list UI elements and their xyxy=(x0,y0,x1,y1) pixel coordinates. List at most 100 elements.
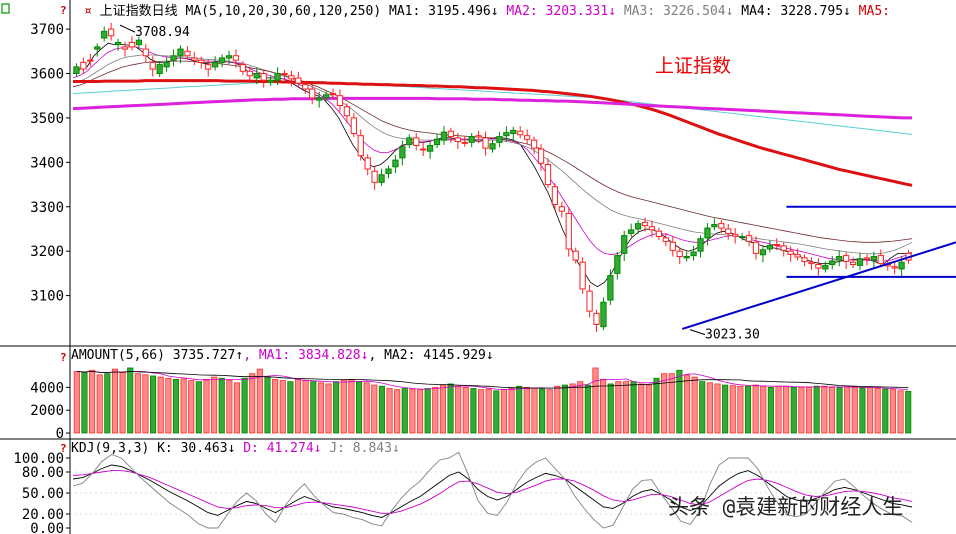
candle[interactable] xyxy=(530,139,538,149)
candle[interactable] xyxy=(898,261,905,270)
candle[interactable] xyxy=(267,79,274,83)
volume-bar[interactable] xyxy=(119,372,126,434)
volume-bar[interactable] xyxy=(653,377,660,434)
volume-bar[interactable] xyxy=(81,372,88,434)
candle[interactable] xyxy=(281,73,288,76)
volume-bar[interactable] xyxy=(256,368,263,434)
volume-bar[interactable] xyxy=(218,377,225,434)
candle[interactable] xyxy=(551,186,559,206)
volume-bar[interactable] xyxy=(500,389,508,434)
volume-bar[interactable] xyxy=(302,380,309,434)
candle[interactable] xyxy=(752,241,760,254)
volume-bar[interactable] xyxy=(104,373,111,434)
candle[interactable] xyxy=(392,159,399,168)
volume-bar[interactable] xyxy=(172,378,180,434)
volume-bar[interactable] xyxy=(195,381,202,434)
volume-bar[interactable] xyxy=(416,389,424,434)
volume-bar[interactable] xyxy=(371,384,378,434)
volume-bar[interactable] xyxy=(844,386,851,434)
volume-bar[interactable] xyxy=(455,385,462,434)
volume-bar[interactable] xyxy=(630,381,637,434)
candle[interactable] xyxy=(101,30,108,39)
volume-bar[interactable] xyxy=(477,389,485,434)
volume-bar[interactable] xyxy=(638,383,645,434)
volume-bar[interactable] xyxy=(607,383,614,434)
candle[interactable] xyxy=(447,130,455,138)
candle[interactable] xyxy=(406,137,413,146)
candle[interactable] xyxy=(260,73,267,81)
volume-bar[interactable] xyxy=(775,385,782,434)
volume-bar[interactable] xyxy=(310,381,317,434)
candle[interactable] xyxy=(433,138,441,146)
candle[interactable] xyxy=(600,301,607,328)
candle[interactable] xyxy=(662,237,669,242)
candle[interactable] xyxy=(676,250,683,258)
volume-bar[interactable] xyxy=(180,378,187,434)
volume-bar[interactable] xyxy=(668,373,675,434)
volume-bar[interactable] xyxy=(493,390,500,434)
volume-bar[interactable] xyxy=(355,381,363,434)
volume-bar[interactable] xyxy=(348,378,355,434)
volume-bar[interactable] xyxy=(188,380,195,434)
volume-panel[interactable]: 4000 2000 0 AMOUNT(5,66) 3735.727↑, MA1: 38… xyxy=(0,348,956,442)
volume-bar[interactable] xyxy=(485,388,492,434)
candle[interactable] xyxy=(732,233,739,237)
candle[interactable] xyxy=(149,61,156,70)
volume-bar[interactable] xyxy=(561,384,569,434)
candle[interactable] xyxy=(773,244,780,247)
volume-bar[interactable] xyxy=(264,376,271,434)
volume-bar[interactable] xyxy=(424,388,431,434)
candle[interactable] xyxy=(468,136,475,143)
volume-bar[interactable] xyxy=(600,378,607,434)
volume-bar[interactable] xyxy=(394,389,401,434)
volume-bar[interactable] xyxy=(165,377,172,434)
candle[interactable] xyxy=(510,129,517,134)
volume-bar[interactable] xyxy=(241,377,248,434)
candle[interactable] xyxy=(572,250,579,261)
candle[interactable] xyxy=(482,137,489,149)
volume-bar[interactable] xyxy=(363,382,370,434)
volume-bar[interactable] xyxy=(508,388,515,434)
volume-bar[interactable] xyxy=(691,376,698,434)
candle[interactable] xyxy=(787,250,794,255)
candle[interactable] xyxy=(385,168,392,174)
volume-bar[interactable] xyxy=(317,382,324,434)
candle[interactable] xyxy=(648,226,656,231)
volume-bar[interactable] xyxy=(798,386,805,434)
volume-bar[interactable] xyxy=(127,367,134,434)
candle[interactable] xyxy=(836,256,843,261)
volume-bar[interactable] xyxy=(714,383,721,434)
volume-bar[interactable] xyxy=(96,374,103,434)
candle[interactable] xyxy=(496,136,503,143)
candle[interactable] xyxy=(184,50,191,57)
candle[interactable] xyxy=(239,64,247,72)
volume-bar[interactable] xyxy=(439,384,446,434)
candle[interactable] xyxy=(808,261,815,265)
candle[interactable] xyxy=(856,258,864,266)
candle[interactable] xyxy=(225,55,233,59)
volume-bar[interactable] xyxy=(828,386,835,434)
candle[interactable] xyxy=(114,41,122,46)
volume-bar[interactable] xyxy=(294,378,302,434)
candle[interactable] xyxy=(524,135,531,140)
volume-bar[interactable] xyxy=(340,380,347,434)
candle[interactable] xyxy=(253,73,260,79)
candle[interactable] xyxy=(725,228,732,234)
candle[interactable] xyxy=(849,261,857,265)
candle[interactable] xyxy=(503,132,510,137)
volume-bar[interactable] xyxy=(661,373,668,434)
candle[interactable] xyxy=(302,84,309,90)
volume-bar[interactable] xyxy=(401,388,408,434)
candle[interactable] xyxy=(87,59,94,62)
candle[interactable] xyxy=(322,94,330,99)
candle[interactable] xyxy=(461,141,468,144)
candle[interactable] xyxy=(544,164,552,186)
volume-bar[interactable] xyxy=(836,386,843,434)
candle[interactable] xyxy=(711,224,718,228)
volume-bar[interactable] xyxy=(706,382,713,434)
volume-bar[interactable] xyxy=(233,382,241,434)
candle[interactable] xyxy=(669,241,676,251)
candle[interactable] xyxy=(877,255,884,265)
volume-bar[interactable] xyxy=(882,388,889,434)
